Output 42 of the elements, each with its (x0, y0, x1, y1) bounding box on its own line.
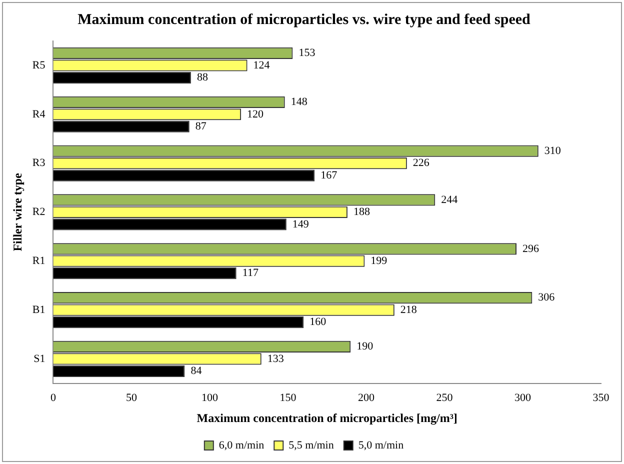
x-tick-label: 300 (514, 392, 532, 404)
y-axis-title: Filler wire type (10, 172, 24, 252)
data-label: 149 (292, 218, 310, 230)
data-label: 87 (195, 120, 207, 132)
x-tick-label: 250 (436, 392, 454, 404)
x-tick-label: 200 (358, 392, 375, 404)
chart-title: Maximum concentration of microparticles vs. wire type and feed speed (78, 12, 532, 28)
y-tick-label: R2 (32, 206, 46, 218)
x-tick-label: 350 (592, 392, 610, 404)
y-tick-label: R3 (32, 157, 46, 170)
x-axis-title: Maximum concentration of microparticles [mg/m³] (196, 410, 458, 425)
data-label: 148 (290, 96, 308, 108)
data-label: 188 (353, 206, 370, 218)
data-label: 84 (190, 365, 202, 378)
y-tick-label: S1 (34, 352, 46, 365)
data-label: 310 (544, 144, 562, 157)
data-label: 124 (253, 59, 270, 72)
legend-label: 5,5 m/min (288, 439, 334, 452)
x-tick-label: 50 (126, 392, 138, 404)
data-label: 167 (320, 169, 338, 182)
data-label: 244 (441, 194, 458, 206)
y-tick-label: R1 (32, 255, 46, 268)
y-tick-label: R4 (32, 108, 46, 120)
data-label: 296 (522, 242, 540, 255)
data-label: 199 (370, 255, 388, 268)
y-tick-label: R5 (32, 59, 46, 72)
data-label: 160 (310, 316, 327, 328)
x-tick-label: 100 (201, 392, 218, 404)
data-label: 218 (400, 304, 418, 316)
legend-label: 6,0 m/min (218, 439, 265, 452)
data-label: 133 (267, 352, 284, 365)
data-label: 120 (247, 108, 264, 120)
x-tick-label: 0 (50, 392, 56, 404)
legend-label: 5,0 m/min (358, 439, 404, 452)
data-label: 88 (196, 72, 208, 84)
data-label: 153 (298, 47, 316, 60)
data-label: 306 (538, 292, 556, 304)
data-label: 190 (356, 340, 374, 353)
data-label: 117 (242, 267, 259, 280)
data-label: 226 (412, 157, 430, 170)
x-tick-label: 150 (280, 392, 297, 404)
y-tick-label: B1 (32, 304, 46, 316)
